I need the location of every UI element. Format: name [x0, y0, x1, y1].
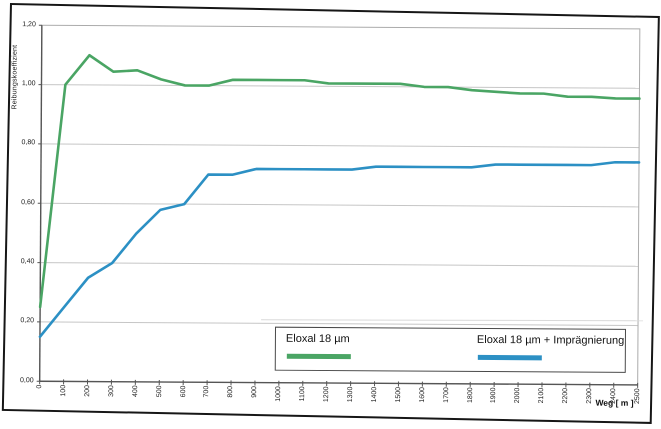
legend-swatch-eloxal	[287, 354, 351, 359]
x-tick-label: 0	[35, 385, 44, 411]
legend-label-impraegnierung: Eloxal 18 µm + Imprägnierung	[477, 334, 624, 347]
x-tick-label: 800	[226, 386, 235, 412]
x-tick-label: 1400	[370, 387, 379, 413]
x-tick-label: 2000	[513, 388, 522, 414]
legend-item-eloxal: Eloxal 18 µm	[286, 328, 456, 371]
x-tick-label: 1800	[466, 387, 475, 413]
x-tick-label: 1000	[274, 386, 283, 412]
gridline	[40, 263, 638, 267]
x-tick-label: 600	[179, 386, 188, 412]
x-tick-label: 900	[250, 386, 259, 412]
x-tick-label: 700	[202, 386, 211, 412]
x-tick-label: 100	[59, 385, 68, 411]
legend-label-eloxal: Eloxal 18 µm	[286, 333, 350, 345]
legend: Eloxal 18 µm Eloxal 18 µm + Imprägnierun…	[275, 327, 626, 373]
x-tick-label: 1300	[346, 387, 355, 413]
x-tick-label: 400	[131, 385, 140, 411]
x-tick-label: 1200	[322, 386, 331, 412]
y-tick-label: 1,00	[7, 80, 35, 89]
x-axis-title: Weg [ m ]	[554, 397, 634, 408]
x-tick-label: 300	[107, 385, 116, 411]
x-tick-label: 1900	[489, 387, 498, 413]
gridline	[41, 85, 639, 89]
x-tick-label: 200	[83, 385, 92, 411]
x-tick-label: 500	[155, 385, 164, 411]
gridline	[41, 203, 639, 207]
y-tick-label: 1,20	[8, 21, 36, 30]
legend-swatch-impraegnierung	[478, 355, 542, 360]
y-tick-label: 0,40	[6, 258, 34, 267]
gridline	[40, 322, 638, 326]
x-tick-label: 1100	[298, 386, 307, 412]
y-tick-label: 0,00	[6, 377, 34, 386]
y-axis-title: Reibungskoeffizient	[11, 22, 24, 132]
legend-item-impraegnierung: Eloxal 18 µm + Imprägnierung	[477, 329, 622, 372]
x-tick-label: 1700	[442, 387, 451, 413]
x-tick-label: 2500	[633, 388, 642, 414]
y-tick-label: 0,20	[6, 317, 34, 326]
x-tick-label: 1600	[418, 387, 427, 413]
series-line-0	[40, 55, 640, 311]
x-tick-label: 1500	[394, 387, 403, 413]
series-line-1	[40, 159, 639, 341]
y-tick-label: 0,60	[7, 199, 35, 208]
y-tick-label: 0,80	[7, 139, 35, 148]
gridline	[41, 144, 639, 148]
x-axis-line	[40, 381, 638, 385]
x-tick-label: 2100	[537, 388, 546, 414]
